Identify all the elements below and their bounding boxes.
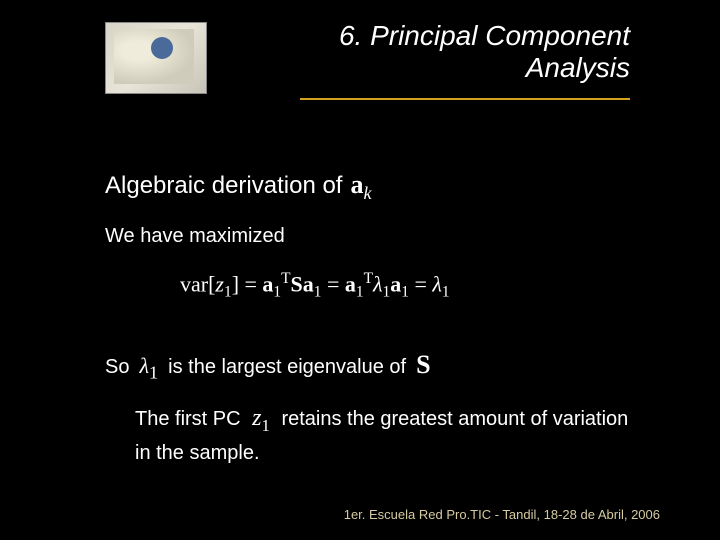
footer-text: 1er. Escuela Red Pro.TIC - Tandil, 18-28… xyxy=(344,507,660,522)
logo-image xyxy=(105,22,207,94)
so-label: So xyxy=(105,356,129,379)
subtitle-row: Algebraic derivation of ak xyxy=(105,170,372,204)
line-eigenvalue: So λ1 is the largest eigenvalue of S xyxy=(105,350,431,383)
z1-symbol: z1 xyxy=(252,405,270,431)
conclusion-paragraph: The first PC z1 retains the greatest amo… xyxy=(135,400,640,468)
S-matrix-symbol: S xyxy=(416,350,430,380)
variance-formula: var[z1] = a1TSa1 = a1Tλ1a1 = λ1 xyxy=(180,270,450,302)
line-maximized: We have maximized xyxy=(105,225,285,248)
lambda1-symbol: λ1 xyxy=(139,353,158,383)
title-underline xyxy=(300,98,630,100)
slide: 6. Principal Component Analysis Algebrai… xyxy=(0,0,720,540)
slide-title: 6. Principal Component Analysis xyxy=(310,20,630,84)
subtitle-text: Algebraic derivation of xyxy=(105,172,342,200)
paragraph-prefix: The first PC xyxy=(135,408,241,430)
subtitle-symbol: ak xyxy=(350,170,371,204)
so-mid-text: is the largest eigenvalue of xyxy=(168,356,406,379)
